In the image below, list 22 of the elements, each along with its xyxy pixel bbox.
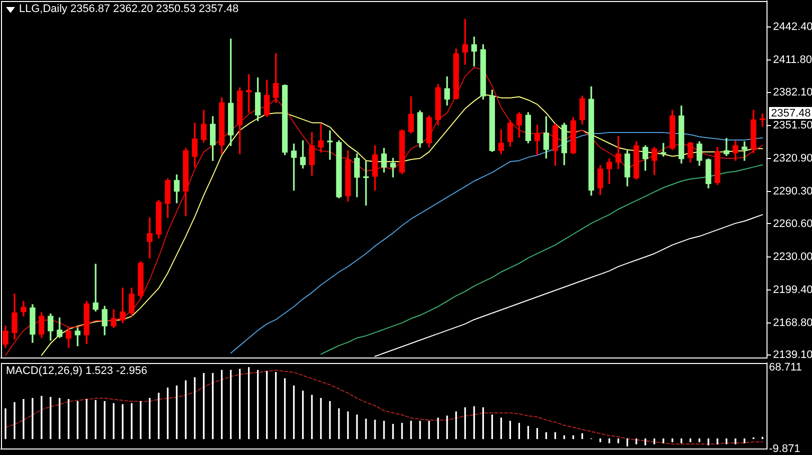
y-tick-label: 2320.90 bbox=[773, 152, 812, 165]
candlestick bbox=[724, 138, 730, 156]
chart-title: LLG,Daily 2356.87 2362.20 2350.53 2357.48 bbox=[19, 3, 239, 16]
text: 2357.48 bbox=[771, 108, 811, 120]
y-tick-label: 68.711 bbox=[769, 361, 802, 374]
y-tick-label: 2411.80 bbox=[773, 54, 812, 66]
y-tick-label: 2168.80 bbox=[773, 317, 812, 330]
y-tick-label: 2199.40 bbox=[773, 284, 812, 296]
y-tick-label: 2442.40 bbox=[773, 21, 812, 34]
y-tick-label: 2382.10 bbox=[773, 86, 812, 98]
candlestick bbox=[390, 158, 396, 178]
candlestick bbox=[327, 130, 333, 160]
y-tick-label: 2139.10 bbox=[773, 349, 812, 362]
y-tick-label: 2290.30 bbox=[773, 186, 812, 198]
candlestick bbox=[742, 141, 748, 161]
candlestick bbox=[363, 160, 369, 206]
candlestick bbox=[760, 114, 766, 127]
y-tick-label: -9.871 bbox=[769, 443, 800, 455]
y-tick-label: 2260.60 bbox=[773, 218, 812, 230]
y-tick-label: 2351.50 bbox=[773, 119, 812, 132]
y-tick-label: 2230.00 bbox=[773, 250, 812, 263]
chart-title: MACD(12,26,9) 1.523 -2.956 bbox=[6, 365, 148, 378]
